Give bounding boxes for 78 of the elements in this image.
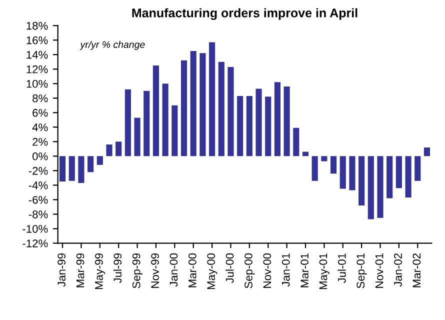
y-tick-label: -6% [28,196,48,204]
x-tick-label: Mar-01 [300,253,308,288]
y-tick-label: 4% [32,123,48,132]
y-tick-label: 12% [26,65,48,74]
bar [218,62,224,156]
x-tick-label: Mar-99 [76,253,84,288]
x-tick-label: Jan-99 [58,253,66,287]
bar [424,147,430,156]
bar [358,156,365,206]
x-tick-label: Jan-02 [394,253,402,287]
x-tick-label: Jan-00 [170,253,178,287]
y-tick-label: -2% [28,166,48,175]
bar [68,156,75,181]
x-tick-label: Sep-01 [356,253,367,288]
y-tick-label: -10% [22,224,48,233]
bar [265,96,272,156]
x-tick-label: Jul-01 [338,253,346,284]
bar [293,128,300,156]
x-tick-label: Mar-02 [412,253,421,288]
x-tick-label: Jul-00 [226,253,234,284]
bar [405,156,412,198]
bar [144,90,150,156]
chart-title: Manufacturing orders improve in April [132,8,358,20]
bar [377,156,384,218]
bar [312,156,318,181]
x-tick-label: Sep-00 [244,253,255,288]
bar [96,156,103,165]
y-tick-label: -4% [28,181,48,190]
x-tick-label: Jan-01 [282,253,290,287]
bar [162,84,168,156]
x-tick-label: May-01 [319,253,330,290]
x-tick-label: May-00 [207,253,218,290]
y-tick-label: 6% [32,108,48,117]
bar [246,96,252,156]
bar [414,156,421,181]
bar [386,156,393,198]
x-tick-label: Nov-01 [375,253,384,288]
bar [340,156,346,189]
bar [302,152,309,156]
bar [330,156,337,174]
bar [180,60,188,156]
y-tick-label: 2% [32,138,48,146]
bar [172,105,178,156]
x-tick-label: Jul-99 [113,253,122,284]
y-tick-label: 16% [26,36,48,44]
bar [190,50,196,156]
bar [274,82,280,156]
y-tick-label: 0% [32,152,48,160]
x-tick-label: May-99 [95,253,106,290]
bar [106,144,112,156]
bar [200,53,206,156]
bar [321,156,328,162]
y-tick-label: 18% [26,22,48,30]
bar [228,66,234,156]
bar [209,42,216,156]
bar [78,156,84,183]
x-tick-label: Nov-99 [151,253,159,288]
y-tick-label: -8% [28,210,48,218]
x-tick-label: Sep-99 [132,253,142,288]
bar [349,156,356,190]
bar [152,65,160,156]
x-tick-label: Nov-00 [263,253,272,288]
y-tick-label: -12% [22,239,48,248]
bar [368,156,374,220]
bar [88,156,94,172]
x-tick-label: Mar-00 [188,253,196,288]
y-tick-label: 8% [32,94,48,102]
annotation: yr/yr % change [80,40,145,50]
bar [124,89,131,156]
bar [59,156,66,182]
bar [116,142,122,156]
y-tick-label: 10% [26,80,48,88]
bar [256,88,262,156]
bar [396,156,402,188]
bar [134,118,140,156]
bar [237,96,244,156]
y-tick-label: 14% [26,50,48,59]
bar [284,86,290,156]
